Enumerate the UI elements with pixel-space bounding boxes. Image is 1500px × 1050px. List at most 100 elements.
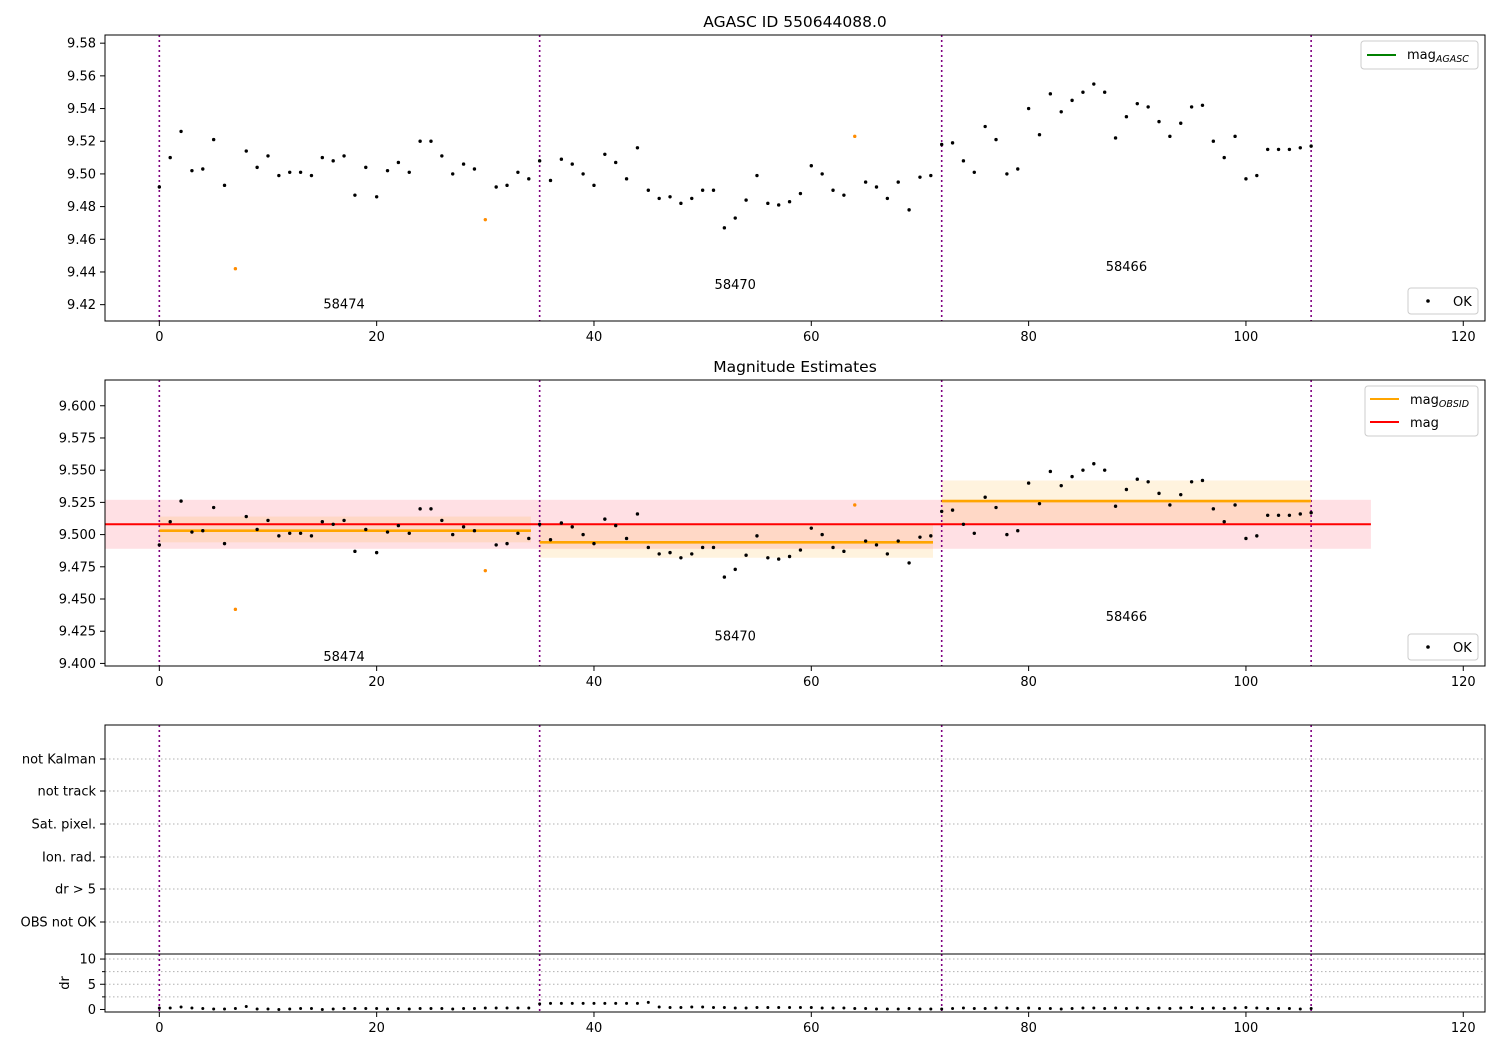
p2-ok-point xyxy=(1135,477,1139,481)
p1-ok-point xyxy=(1189,105,1194,109)
p2-ok-point xyxy=(288,531,292,536)
p2-ok-point xyxy=(918,535,922,539)
p2-ok-point xyxy=(1016,529,1020,533)
dr-point xyxy=(353,1006,357,1010)
p2-ok-point xyxy=(798,548,803,552)
p2-legend-obsid-main: mag xyxy=(1410,393,1439,408)
dr-point xyxy=(309,1006,313,1010)
p4-xtick-label: 20 xyxy=(368,1021,385,1036)
dr-point xyxy=(1027,1006,1031,1010)
p2-ok-point xyxy=(244,514,248,519)
dr-point xyxy=(233,1006,237,1010)
p2-ok-point xyxy=(1276,513,1281,517)
p1-ok-point xyxy=(646,188,651,192)
p2-ok-point xyxy=(1244,536,1248,541)
p2-ok-point xyxy=(635,512,640,516)
dr-point xyxy=(592,1001,596,1005)
p2-legend-mag-label: mag xyxy=(1410,416,1439,431)
dr-point xyxy=(918,1007,922,1011)
p1-ok-point xyxy=(1244,177,1248,181)
middle-panel-title: Magnitude Estimates xyxy=(713,358,877,376)
p2-xtick-label: 40 xyxy=(586,675,603,690)
dr-point xyxy=(1255,1006,1259,1010)
dr-point xyxy=(451,1007,455,1011)
dr-point xyxy=(581,1001,585,1005)
dr-point xyxy=(1157,1006,1161,1010)
p1-ok-point xyxy=(744,198,748,202)
p1-ok-point xyxy=(320,155,325,160)
p1-ok-point xyxy=(831,188,835,192)
dr-point xyxy=(712,1005,716,1009)
p2-ok-point xyxy=(885,552,890,556)
dr-point xyxy=(625,1001,629,1005)
p1-ok-point xyxy=(429,139,433,143)
p1-axes-frame xyxy=(104,34,1486,322)
p2-ok-point xyxy=(1124,487,1129,492)
p2-ok-point xyxy=(374,550,379,555)
dr-point xyxy=(668,1005,672,1009)
p1-ok-point xyxy=(298,170,303,174)
dr-point xyxy=(375,1006,379,1010)
p1-ok-point xyxy=(733,216,737,220)
p1-ok-point xyxy=(787,199,792,204)
dr-point xyxy=(635,1001,639,1005)
p1-ok-point xyxy=(461,162,466,166)
p2-xtick-label: 60 xyxy=(803,675,820,690)
dr-point xyxy=(1092,1006,1096,1010)
p2-ok-point xyxy=(451,532,455,537)
p2-ok-point xyxy=(179,499,183,503)
dr-point xyxy=(157,1006,161,1010)
p1-ytick-label: 9.50 xyxy=(67,167,96,182)
p2-xtick-label: 120 xyxy=(1451,675,1476,690)
dr-point xyxy=(1244,1005,1248,1009)
p2-ok-point xyxy=(1255,534,1259,538)
dr-point xyxy=(1103,1006,1107,1010)
dr-point xyxy=(777,1005,781,1009)
p2-ok-point xyxy=(907,561,911,565)
p1-ok-point xyxy=(1113,136,1118,140)
dr-point xyxy=(614,1001,618,1005)
p4-xtick-label: 40 xyxy=(586,1021,603,1036)
p2-legend-obsid-label: magOBSID xyxy=(1410,393,1469,410)
p1-ok-point xyxy=(1102,90,1107,94)
dr-point xyxy=(212,1007,216,1011)
p1-ok-point xyxy=(1233,134,1237,139)
p1-ytick-label: 9.56 xyxy=(67,69,96,84)
flag-row-label: Ion. rad. xyxy=(42,851,96,866)
p1-xtick-label: 120 xyxy=(1451,330,1476,345)
p2-ytick-label: 9.575 xyxy=(59,431,96,446)
p2-ok-point xyxy=(1287,513,1292,517)
flag-row-label: dr > 5 xyxy=(55,883,96,898)
p1-ok-point xyxy=(657,196,661,201)
p2-ok-point xyxy=(505,541,509,546)
p1-excluded-point xyxy=(483,217,488,222)
p2-ytick-label: 9.475 xyxy=(59,560,96,575)
p1-ok-point xyxy=(1276,147,1281,152)
dr-point xyxy=(1114,1006,1118,1010)
p1-ytick-label: 9.54 xyxy=(67,102,96,117)
p2-xtick-label: 20 xyxy=(368,675,385,690)
p2-ok-point xyxy=(168,520,172,524)
top-panel-title: AGASC ID 550644088.0 xyxy=(703,13,887,31)
dr-point xyxy=(755,1005,759,1009)
p1-legend-agasc-main: mag xyxy=(1407,48,1436,63)
p2-ok-point xyxy=(440,518,444,523)
p2-excluded-point xyxy=(853,503,857,507)
dr-point xyxy=(1005,1006,1009,1010)
p1-ok-point xyxy=(364,165,368,170)
p1-excluded-point xyxy=(233,267,238,271)
dr-point xyxy=(874,1007,878,1011)
p2-ytick-label: 9.600 xyxy=(59,399,96,414)
dr-point xyxy=(646,1000,650,1004)
dr-point xyxy=(429,1006,433,1010)
p1-ok-point xyxy=(711,188,716,192)
dr-point xyxy=(1222,1006,1226,1010)
p1-ok-point xyxy=(1157,119,1161,124)
dr-point xyxy=(386,1007,390,1011)
p2-ok-point xyxy=(863,539,868,543)
p1-ok-point xyxy=(548,178,553,183)
dr-point xyxy=(1016,1006,1020,1010)
p1-ok-point xyxy=(635,146,640,150)
p2-ok-point xyxy=(516,531,520,536)
p1-legend-box xyxy=(1360,40,1479,70)
